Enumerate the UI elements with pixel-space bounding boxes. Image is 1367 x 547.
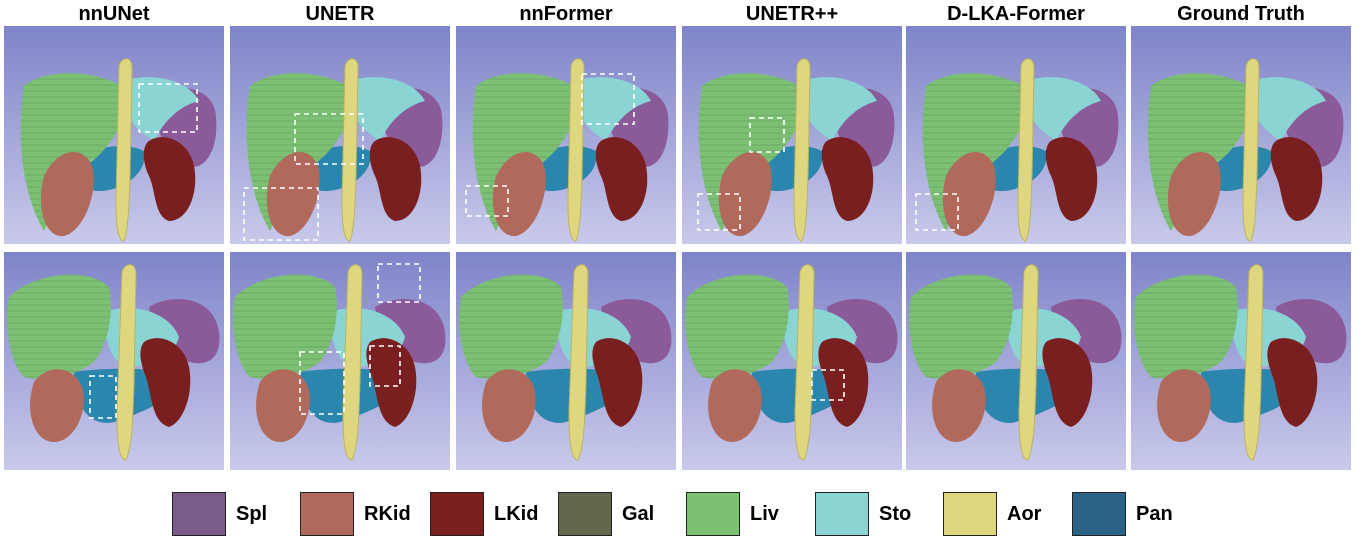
- column-title-ground-truth: Ground Truth: [1177, 3, 1305, 25]
- legend-swatch: [1072, 492, 1126, 536]
- legend-label: Spl: [236, 503, 268, 525]
- render-unetr-plus-plus-top: [682, 26, 902, 244]
- legend-label: LKid: [494, 503, 539, 525]
- render-nnunet-top: [4, 26, 224, 244]
- legend-label: Gal: [622, 503, 655, 525]
- legend-swatch: [430, 492, 484, 536]
- legend-label: Sto: [879, 503, 912, 525]
- legend-swatch: [686, 492, 740, 536]
- legend-swatch: [943, 492, 997, 536]
- render-ground-truth-top: [1131, 26, 1351, 244]
- render-unetr-top: [230, 26, 450, 244]
- render-nnformer-top: [456, 26, 676, 244]
- legend-label: Aor: [1007, 503, 1042, 525]
- column-title-unetr-plus-plus: UNETR++: [745, 3, 839, 25]
- legend-label: RKid: [364, 503, 411, 525]
- legend-label: Liv: [750, 503, 779, 525]
- column-title-nnformer: nnFormer: [519, 3, 613, 25]
- legend-swatch: [172, 492, 226, 536]
- legend-swatch: [815, 492, 869, 536]
- legend-swatch: [558, 492, 612, 536]
- render-unetr-plus-plus-bottom: [682, 252, 902, 470]
- render-ground-truth-bottom: [1131, 252, 1351, 470]
- column-title-nnunet: nnUNet: [78, 3, 150, 25]
- render-nnformer-bottom: [456, 252, 676, 470]
- legend-swatch: [300, 492, 354, 536]
- render-nnunet-bottom: [4, 252, 224, 470]
- column-title-unetr: UNETR: [305, 3, 375, 25]
- legend-label: Pan: [1136, 503, 1173, 525]
- render-d-lka-former-bottom: [906, 252, 1126, 470]
- render-d-lka-former-top: [906, 26, 1126, 244]
- column-title-d-lka-former: D-LKA-Former: [947, 3, 1085, 25]
- render-unetr-bottom: [230, 252, 450, 470]
